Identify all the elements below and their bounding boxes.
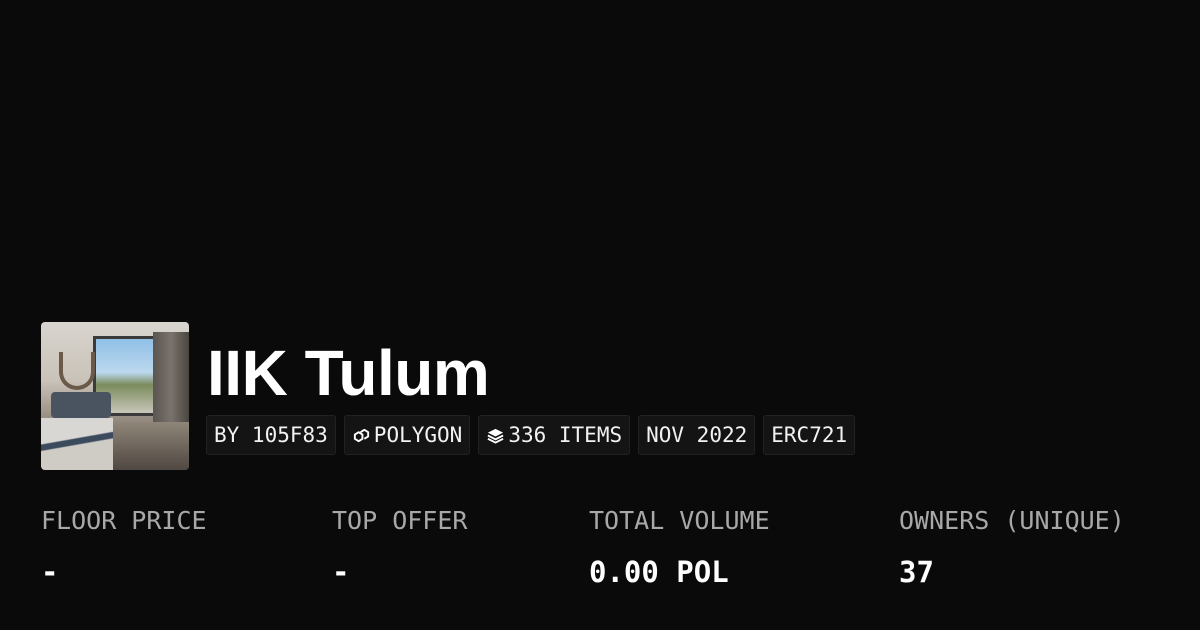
creator-tag[interactable]: BY 105F83 <box>206 415 336 455</box>
stat-owners: OWNERS (UNIQUE) 37 <box>899 505 1125 589</box>
items-label: 336 ITEMS <box>508 423 623 447</box>
date-tag: NOV 2022 <box>638 415 756 455</box>
chain-tag[interactable]: POLYGON <box>343 415 471 455</box>
chain-label: POLYGON <box>373 423 463 447</box>
date-label: NOV 2022 <box>646 423 748 447</box>
stat-value: - <box>332 555 350 589</box>
stat-label: TOTAL VOLUME <box>589 506 770 535</box>
collection-title: IIK Tulum <box>207 337 490 409</box>
stat-value: - <box>41 555 59 589</box>
stat-value: 37 <box>899 555 934 589</box>
stat-label: FLOOR PRICE <box>41 506 207 535</box>
collection-image <box>41 322 189 470</box>
stat-value: 0.00 POL <box>589 555 729 589</box>
standard-label: ERC721 <box>771 423 848 447</box>
layers-icon <box>487 428 504 444</box>
creator-label: BY 105F83 <box>214 423 328 447</box>
collection-tags: BY 105F83 POLYGON 336 ITEMS NOV 2022 ERC… <box>206 415 856 455</box>
items-tag: 336 ITEMS <box>478 415 631 455</box>
stat-floor-price: FLOOR PRICE - <box>41 505 207 589</box>
stat-top-offer: TOP OFFER - <box>332 505 467 589</box>
stat-total-volume: TOTAL VOLUME 0.00 POL <box>589 505 770 589</box>
stat-label: OWNERS (UNIQUE) <box>899 506 1125 535</box>
standard-tag: ERC721 <box>763 415 856 455</box>
stat-label: TOP OFFER <box>332 506 468 535</box>
polygon-chain-icon <box>353 428 369 442</box>
